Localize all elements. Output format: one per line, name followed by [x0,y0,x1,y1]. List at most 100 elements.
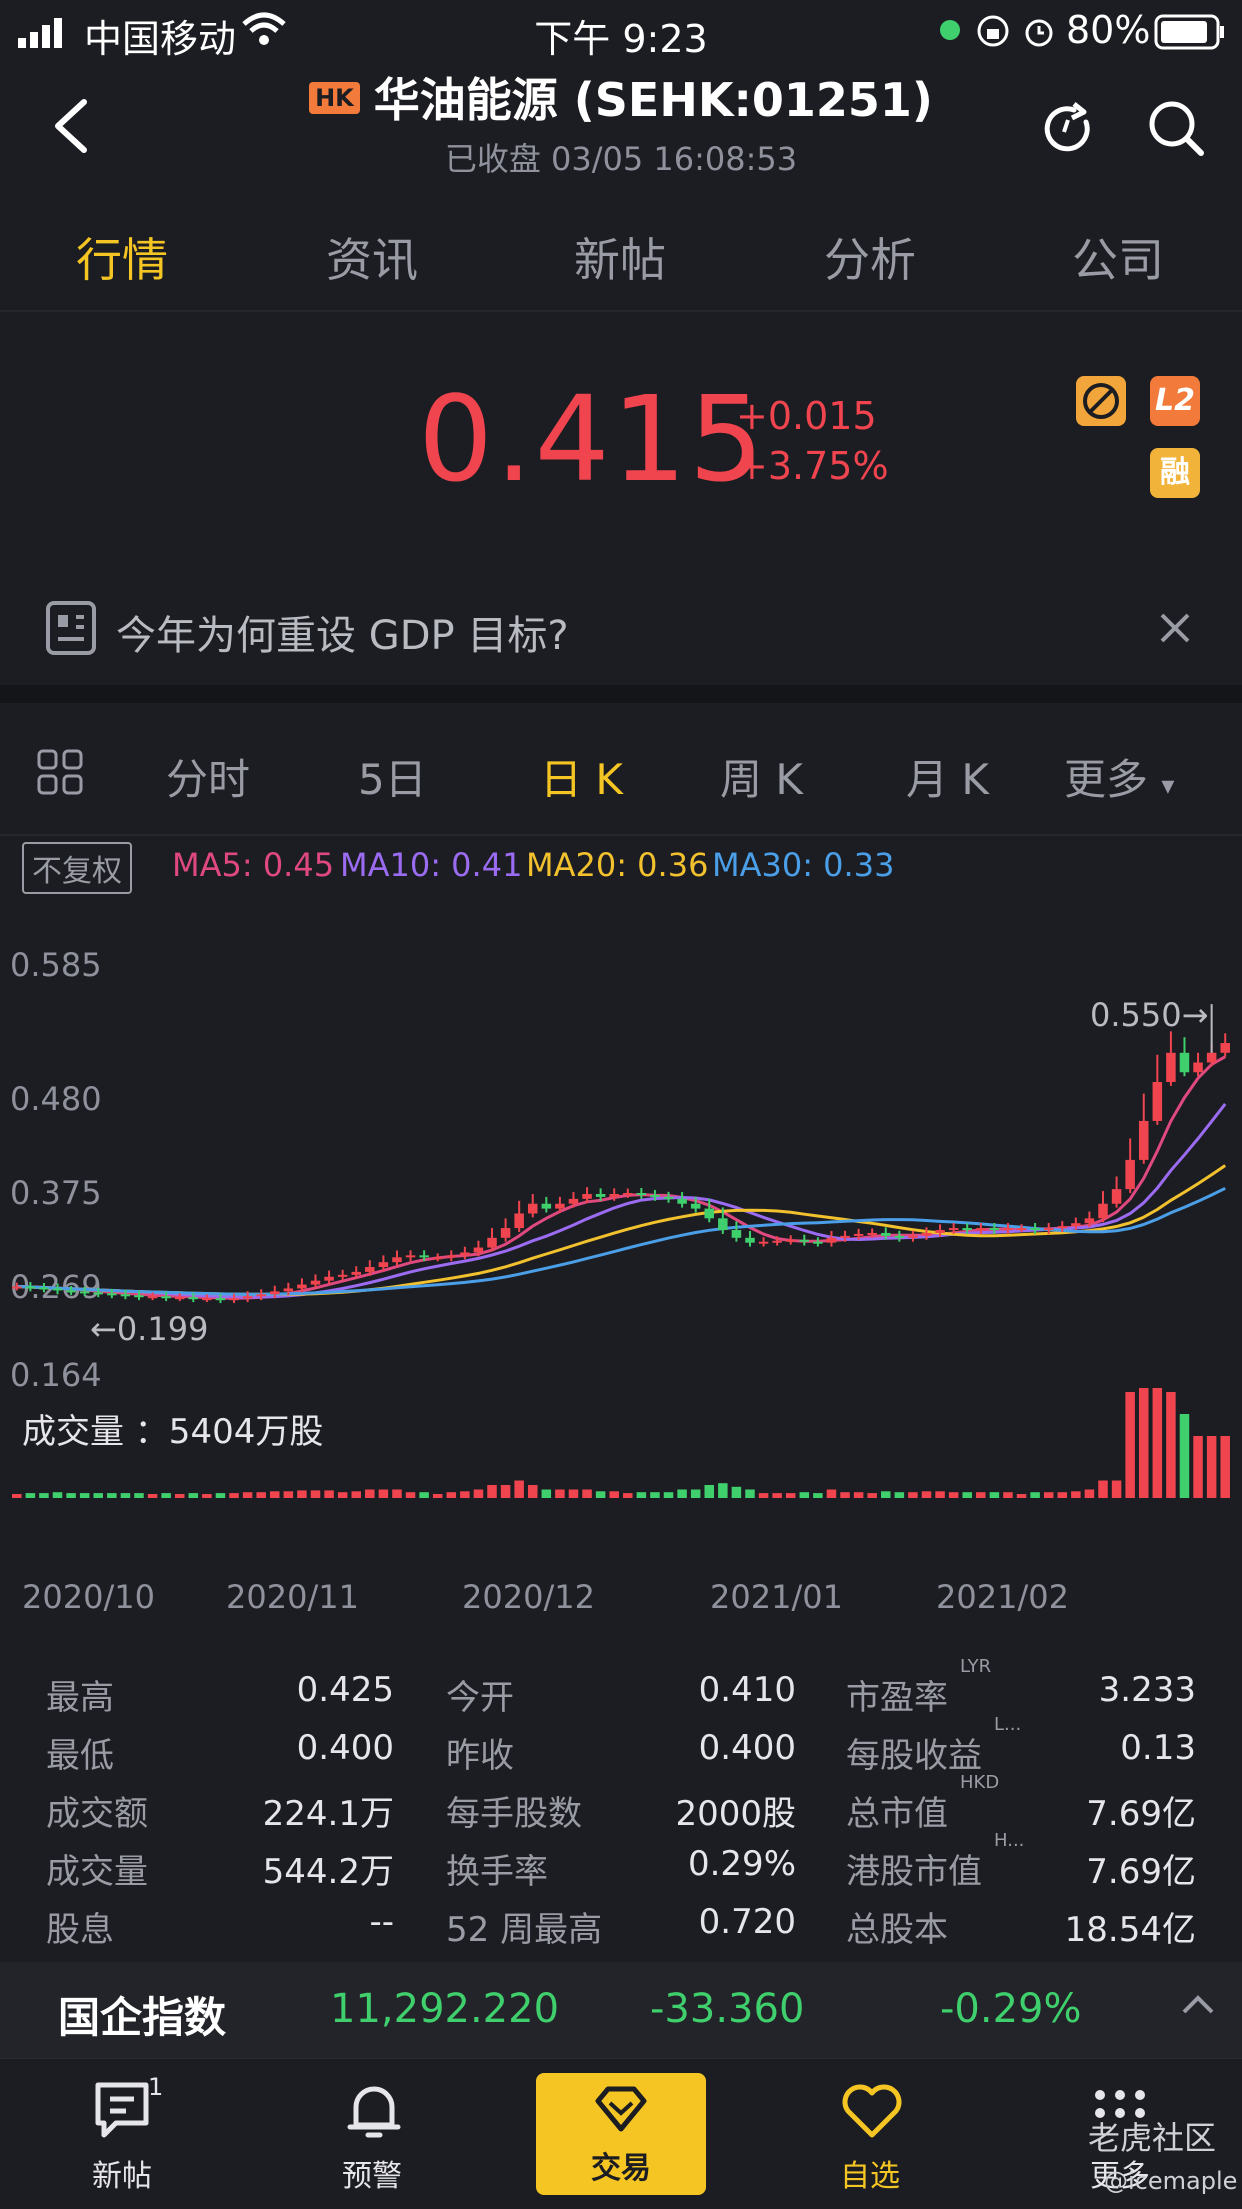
no-short-icon[interactable] [1076,376,1126,426]
volume-bar [405,1492,416,1498]
candle [283,1288,294,1292]
period-intraday[interactable]: 分时 [166,755,251,804]
volume-bar [1111,1480,1122,1498]
candle [582,1193,592,1199]
volume-bar [582,1489,592,1498]
margin-badge[interactable]: 融 [1150,448,1200,498]
candle [432,1257,443,1260]
stat-value: 0.720 [698,1902,796,1942]
period-weekly[interactable]: 周 K [720,755,803,804]
nav-more[interactable]: 更多 [1060,2059,1180,2209]
period-more[interactable]: 更多 ▾ [1064,746,1174,807]
candle [242,1296,253,1299]
candle [894,1235,905,1238]
ma5-label: MA5: 0.45 [172,846,335,884]
tab-company[interactable]: 公司 [1072,233,1164,287]
nav-more-label: 更多 [1090,2159,1150,2194]
volume-bar [758,1493,769,1498]
candle [704,1208,715,1219]
candle [1016,1228,1027,1231]
candle [976,1228,986,1231]
candle [392,1257,402,1263]
y-tick: 0.164 [10,1356,102,1394]
candle [310,1280,321,1285]
volume-bar [745,1489,755,1498]
chevron-up-icon[interactable] [1180,1990,1216,2020]
volume-bar [174,1494,185,1498]
kline-chart[interactable] [0,940,1242,1560]
ma30-label: MA30: 0.33 [712,846,895,884]
close-icon[interactable] [1158,611,1192,645]
y-tick: 0.585 [10,946,102,984]
diamond-icon [595,2086,647,2132]
volume-bar [921,1491,932,1498]
period-5day[interactable]: 5日 [358,755,427,804]
tab-posts[interactable]: 新帖 [574,233,666,287]
period-monthly[interactable]: 月 K [906,755,989,804]
stat-label: 总市值 [846,1794,948,1834]
stat-label: 市盈率 [846,1678,948,1718]
nav-trade[interactable]: 交易 [536,2073,706,2195]
candle [1206,1052,1217,1063]
index-ticker[interactable]: 国企指数 11,292.220 -33.360 -0.29% [0,1962,1242,2058]
volume-bar [636,1492,647,1498]
back-button[interactable] [48,96,92,156]
volume-bar [473,1489,484,1498]
search-button[interactable] [1146,98,1206,158]
stat-label: 股息 [46,1910,114,1950]
volume-bar [25,1493,36,1498]
volume-bar [283,1491,294,1498]
heart-icon [842,2084,902,2138]
more-dots-icon [1095,2090,1145,2118]
nav-posts[interactable]: 1 新帖 [62,2059,182,2209]
grid-menu-icon[interactable] [36,748,84,796]
candle [541,1203,552,1209]
nav-watchlist[interactable]: 自选 [810,2059,930,2209]
level2-badge[interactable]: L2 [1150,376,1200,426]
volume-bar [976,1492,986,1498]
candle [989,1228,1000,1231]
refresh-button[interactable] [1040,100,1096,156]
candle [826,1237,837,1243]
stat-superscript: H... [994,1830,1025,1851]
tab-analysis[interactable]: 分析 [824,233,916,287]
volume-bar [365,1489,375,1498]
stat-label: 昨收 [446,1736,514,1776]
volume-bar [609,1491,619,1498]
adjust-toggle[interactable]: 不复权 [22,842,132,894]
news-headline[interactable]: 今年为何重设 GDP 目标? [116,613,569,659]
volume-bar [351,1491,361,1498]
volume-bar [270,1491,280,1498]
volume-bar [460,1491,470,1498]
nav-posts-label: 新帖 [92,2159,152,2194]
candle [663,1196,674,1199]
volume-bar [650,1492,660,1498]
ma10-label: MA10: 0.41 [340,846,523,884]
volume-bar [1098,1480,1108,1498]
candle [405,1255,416,1258]
candle [1220,1043,1230,1053]
volume-bar [1220,1436,1230,1498]
volume-bar [894,1492,905,1498]
nav-alerts[interactable]: 预警 [312,2059,432,2209]
volume-bar [555,1489,565,1498]
news-banner[interactable]: 今年为何重设 GDP 目标? [0,585,1242,685]
battery-percent: 80% [1066,8,1151,52]
volume-bar [324,1490,334,1498]
tab-news[interactable]: 资讯 [326,233,418,287]
stat-value: 2000股 [675,1794,796,1834]
candle [337,1274,348,1277]
section-tabs: 行情 资讯 新帖 分析 公司 [0,200,1242,312]
stat-value: 0.400 [698,1728,796,1768]
period-daily[interactable]: 日 K [540,755,623,804]
volume-bar [297,1490,307,1498]
volume-bar [256,1492,266,1498]
tab-quote[interactable]: 行情 [76,233,168,287]
candle [324,1276,334,1281]
volume-bar [39,1493,49,1498]
candle [1003,1228,1013,1231]
stat-superscript: HKD [960,1772,1000,1793]
volume-bar [690,1489,701,1498]
stat-label: 52 周最高 [446,1910,603,1950]
market-status: 已收盘 03/05 16:08:53 [444,140,798,178]
